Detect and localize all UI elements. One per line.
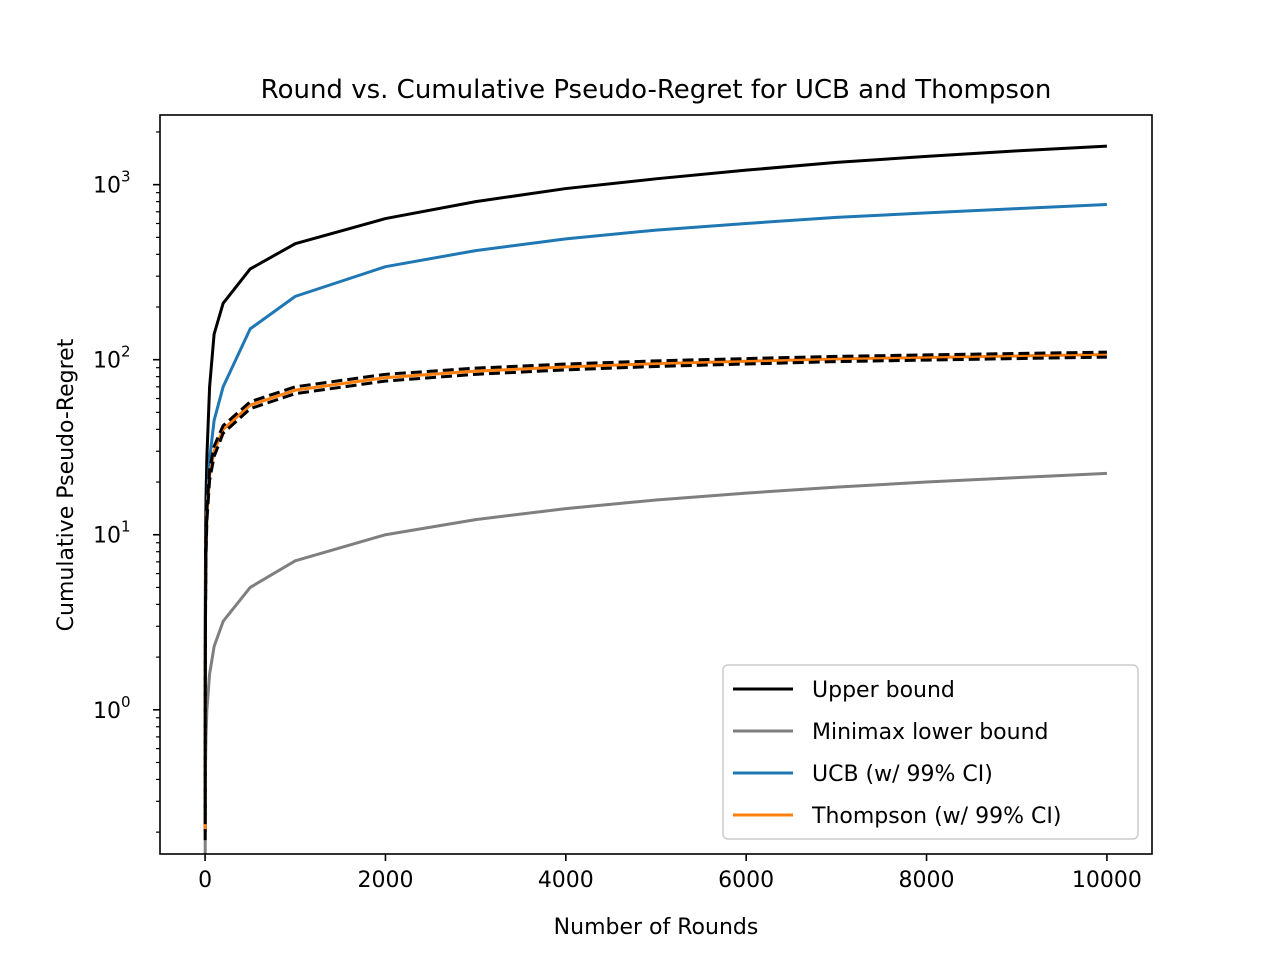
legend-box — [722, 664, 1139, 840]
y-tick-label: 101 — [93, 518, 131, 549]
y-axis-label: Cumulative Pseudo-Regret — [54, 338, 79, 631]
x-tick-label: 2000 — [357, 868, 413, 893]
x-tick-label: 6000 — [718, 868, 774, 893]
plot-lines — [203, 144, 1107, 855]
ci-bound-line-4 — [203, 350, 1107, 816]
plot-frame — [159, 114, 1153, 855]
legend-label: Thompson (w/ 99% CI) — [811, 804, 1061, 829]
x-tick-label: 0 — [198, 868, 212, 893]
y-tick-label: 100 — [93, 693, 131, 724]
chart-title: Round vs. Cumulative Pseudo-Regret for U… — [261, 75, 1052, 105]
x-tick-label: 10000 — [1072, 868, 1142, 893]
legend-label: Minimax lower bound — [812, 720, 1049, 745]
legend-label: UCB (w/ 99% CI) — [812, 762, 993, 787]
legend: Upper bound Minimax lower bound UCB (w/ 99… — [722, 664, 1139, 840]
legend-label: Upper bound — [812, 678, 955, 703]
x-axis-label: Number of Rounds — [554, 915, 759, 940]
x-tick-label: 8000 — [899, 868, 955, 893]
y-tick-label: 102 — [93, 343, 131, 374]
y-tick-label: 103 — [93, 168, 131, 199]
x-axis-ticks: 0 2000 4000 6000 8000 10000 — [198, 854, 1142, 893]
x-tick-label: 4000 — [538, 868, 594, 893]
y-axis-ticks: 100 101 102 103 — [93, 131, 160, 833]
